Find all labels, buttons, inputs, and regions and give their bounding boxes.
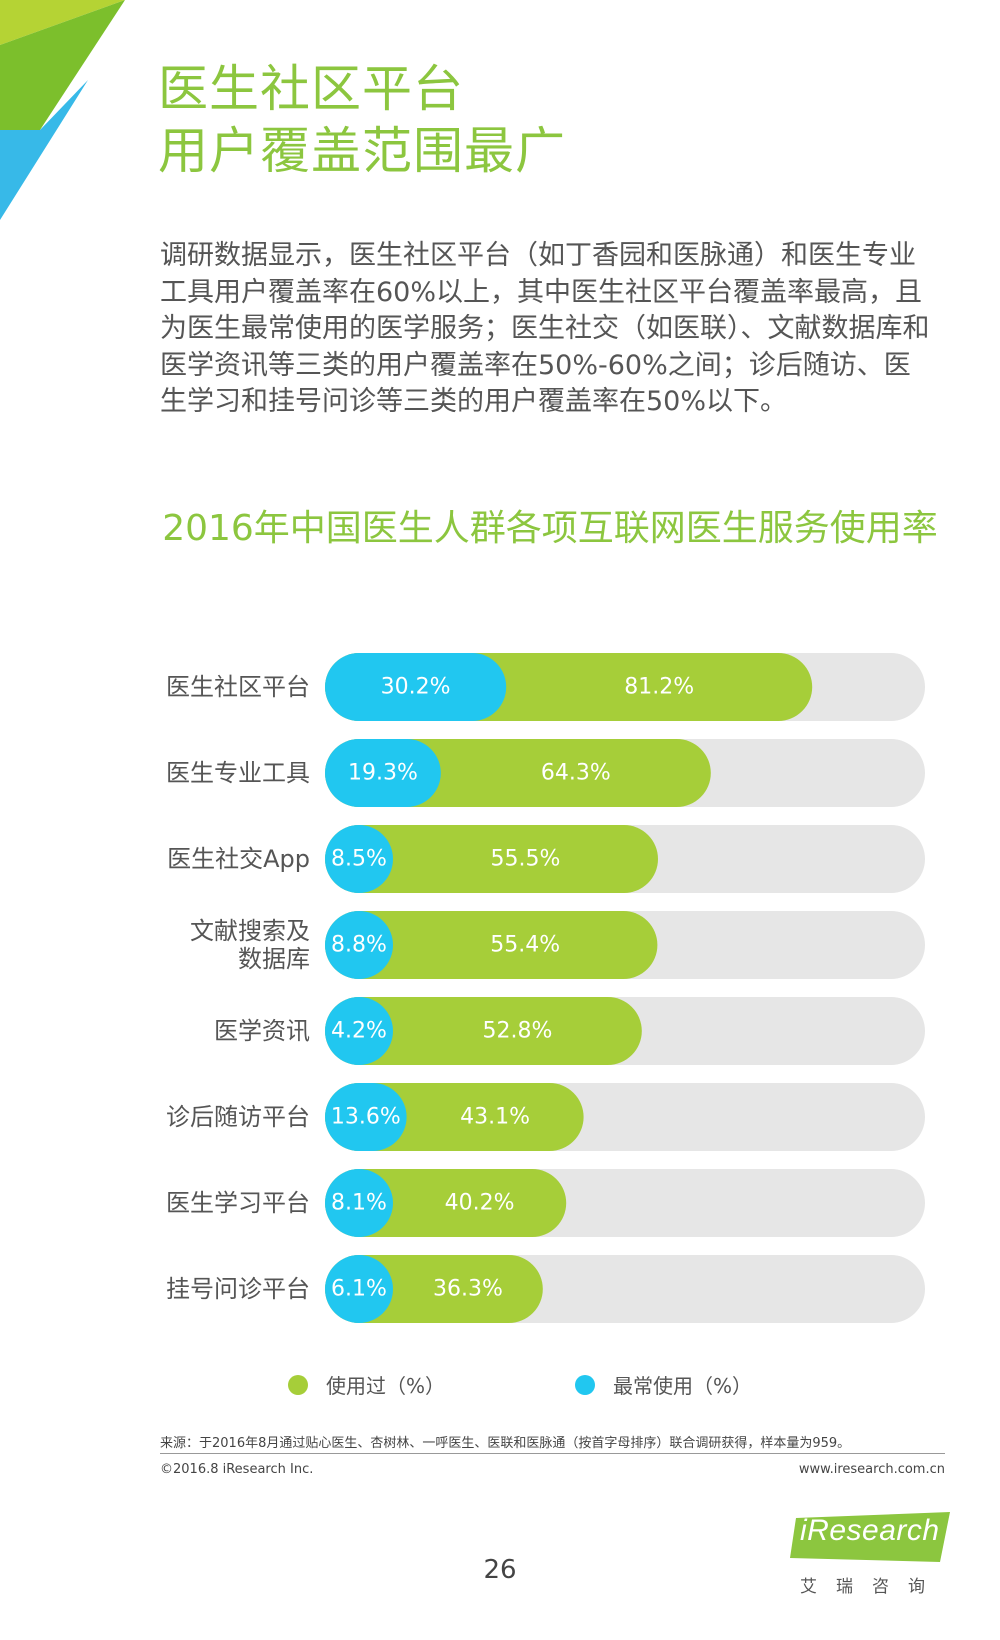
- used-value-label-5: 52.8%: [482, 1019, 552, 1044]
- category-label-1: 医生社区平台: [166, 673, 310, 701]
- used-value-label-7: 40.2%: [445, 1191, 515, 1216]
- chart-legend: 使用过（%） 最常使用（%）: [288, 1370, 752, 1399]
- category-label-6: 诊后随访平台: [166, 1103, 310, 1131]
- category-label-4-line1: 文献搜索及: [190, 917, 310, 945]
- corner-dark-green-shape: [0, 0, 125, 130]
- footer-divider: [160, 1453, 945, 1454]
- bar-most-used-5: [325, 997, 393, 1065]
- legend-label-used: 使用过（%）: [326, 1374, 446, 1398]
- page-title-line2: 用户覆盖范围最广: [158, 122, 566, 180]
- used-value-label-8: 36.3%: [433, 1277, 503, 1302]
- bar-most-used-4: [325, 911, 393, 979]
- corner-decoration: [0, 0, 125, 220]
- bar-most-used-7: [325, 1169, 393, 1237]
- most-used-value-label-5: 4.2%: [331, 1019, 387, 1044]
- most-used-value-label-1: 30.2%: [381, 675, 451, 700]
- most-used-value-label-4: 8.8%: [331, 933, 387, 958]
- category-label-5: 医学资讯: [214, 1017, 310, 1045]
- bar-used-3: [325, 825, 658, 893]
- source-note: 来源：于2016年8月通过贴心医生、杏树林、一呼医生、医联和医脉通（按首字母排序…: [160, 1436, 851, 1451]
- bar-most-used-1: [325, 653, 507, 721]
- page-title-line1: 医生社区平台: [158, 60, 464, 118]
- used-value-label-2: 64.3%: [541, 761, 611, 786]
- most-used-value-label-7: 8.1%: [331, 1191, 387, 1216]
- bar-most-used-3: [325, 825, 393, 893]
- used-value-label-3: 55.5%: [491, 847, 561, 872]
- logo-badge-icon: [790, 1512, 950, 1562]
- category-label-8: 挂号问诊平台: [166, 1275, 310, 1303]
- legend-dot-most-used: [575, 1374, 596, 1395]
- most-used-value-label-2: 19.3%: [348, 761, 418, 786]
- description-paragraph: 调研数据显示，医生社区平台（如丁香园和医脉通）和医生专业工具用户覆盖率在60%以…: [160, 240, 930, 417]
- most-used-value-label-6: 13.6%: [331, 1105, 401, 1130]
- logo-subtext: 艾瑞咨询: [800, 1577, 944, 1597]
- bar-most-used-6: [325, 1083, 407, 1151]
- category-label-2: 医生专业工具: [166, 759, 310, 787]
- category-label-7: 医生学习平台: [166, 1189, 310, 1217]
- logo-text: iResearch: [800, 1514, 940, 1547]
- category-label-3: 医生社交App: [167, 845, 310, 873]
- bar-most-used-8: [325, 1255, 393, 1323]
- used-value-label-1: 81.2%: [624, 675, 694, 700]
- copyright-text: ©2016.8 iResearch Inc.: [160, 1462, 314, 1477]
- page-number: 26: [483, 1555, 517, 1585]
- most-used-value-label-8: 6.1%: [331, 1277, 387, 1302]
- legend-item-used: 使用过（%）: [288, 1370, 445, 1399]
- bar-used-5: [325, 997, 642, 1065]
- bar-most-used-2: [325, 739, 441, 807]
- corner-blue-shape: [0, 80, 88, 220]
- page-title: 医生社区平台 用户覆盖范围最广: [158, 58, 566, 182]
- legend-item-most-used: 最常使用（%）: [575, 1370, 752, 1399]
- legend-dot-used: [288, 1374, 308, 1395]
- legend-label-most-used: 最常使用（%）: [613, 1374, 753, 1398]
- website-link[interactable]: www.iresearch.com.cn: [798, 1462, 945, 1477]
- bar-used-4: [325, 911, 658, 979]
- category-label-4-line2: 数据库: [238, 945, 310, 973]
- iresearch-logo: iResearch 艾瑞咨询: [790, 1510, 955, 1600]
- most-used-value-label-3: 8.5%: [331, 847, 387, 872]
- chart-title: 2016年中国医生人群各项互联网医生服务使用率: [162, 508, 938, 549]
- used-value-label-6: 43.1%: [460, 1105, 530, 1130]
- used-value-label-4: 55.4%: [490, 933, 560, 958]
